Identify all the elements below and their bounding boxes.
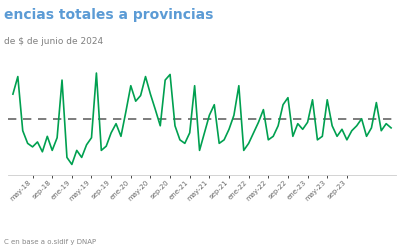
Legend: Total mensual, Promedio mensual 2018-2024: Total mensual, Promedio mensual 2018-202… (59, 248, 283, 250)
Text: C en base a o.sidif y DNAP: C en base a o.sidif y DNAP (4, 239, 96, 245)
Text: de $ de junio de 2024: de $ de junio de 2024 (4, 38, 103, 46)
Text: encias totales a provincias: encias totales a provincias (4, 8, 213, 22)
